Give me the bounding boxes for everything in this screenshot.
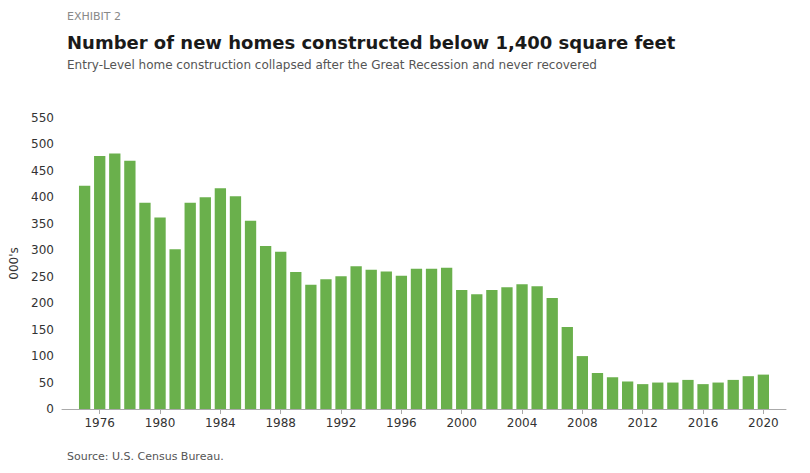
svg-text:400: 400 bbox=[31, 190, 54, 204]
svg-text:000's: 000's bbox=[7, 247, 21, 279]
svg-text:1996: 1996 bbox=[386, 416, 417, 430]
svg-text:1988: 1988 bbox=[265, 416, 296, 430]
svg-text:2020: 2020 bbox=[748, 416, 779, 430]
svg-text:100: 100 bbox=[31, 349, 54, 363]
svg-text:150: 150 bbox=[31, 323, 54, 337]
svg-text:200: 200 bbox=[31, 296, 54, 310]
svg-text:2000: 2000 bbox=[446, 416, 477, 430]
svg-text:50: 50 bbox=[39, 376, 54, 390]
svg-text:1992: 1992 bbox=[326, 416, 357, 430]
svg-text:350: 350 bbox=[31, 217, 54, 231]
svg-text:Source: U.S. Census Bureau.: Source: U.S. Census Bureau. bbox=[67, 450, 224, 463]
svg-text:2004: 2004 bbox=[507, 416, 538, 430]
svg-text:250: 250 bbox=[31, 270, 54, 284]
svg-text:0: 0 bbox=[46, 402, 54, 416]
svg-text:500: 500 bbox=[31, 137, 54, 151]
svg-text:300: 300 bbox=[31, 243, 54, 257]
svg-text:2016: 2016 bbox=[688, 416, 719, 430]
svg-text:Number of new homes constructe: Number of new homes constructed below 1,… bbox=[67, 32, 676, 53]
svg-text:Entry-Level home construction: Entry-Level home construction collapsed … bbox=[67, 58, 597, 72]
svg-text:550: 550 bbox=[31, 111, 54, 125]
svg-text:2012: 2012 bbox=[627, 416, 658, 430]
svg-text:EXHIBIT 2: EXHIBIT 2 bbox=[67, 10, 121, 23]
svg-text:1984: 1984 bbox=[205, 416, 236, 430]
svg-text:1976: 1976 bbox=[84, 416, 115, 430]
svg-text:2008: 2008 bbox=[567, 416, 598, 430]
svg-text:450: 450 bbox=[31, 164, 54, 178]
svg-text:1980: 1980 bbox=[145, 416, 176, 430]
